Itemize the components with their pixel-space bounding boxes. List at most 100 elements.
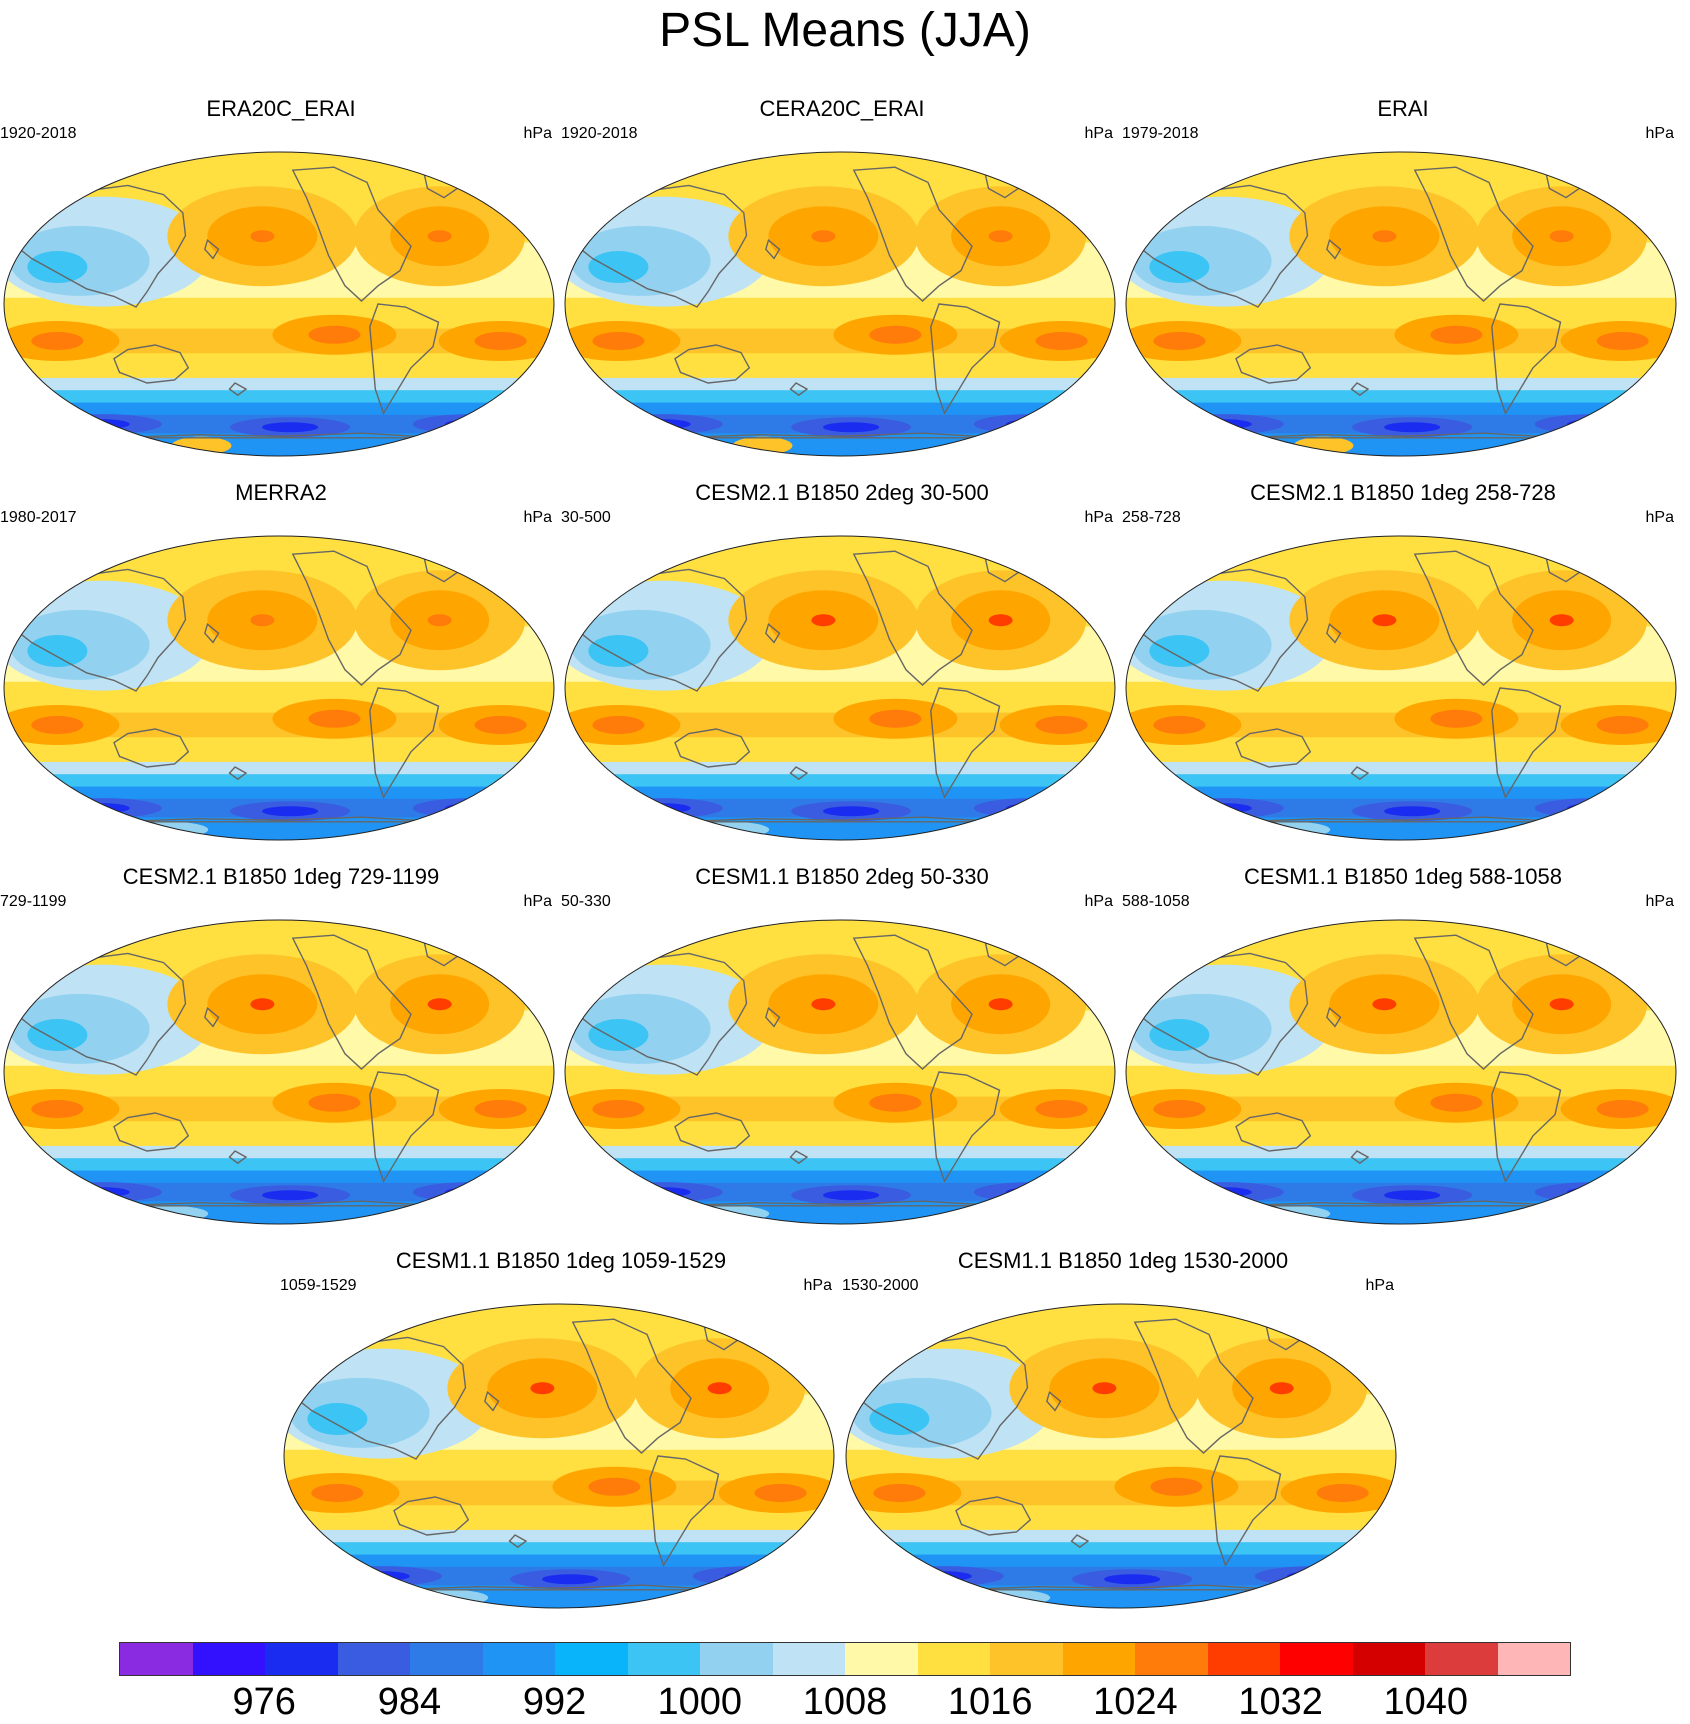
coastline <box>228 382 248 397</box>
low-pressure-cell <box>602 798 723 819</box>
coastline <box>930 1071 1001 1184</box>
coastline <box>789 1150 809 1165</box>
southern-high-core <box>474 1099 527 1118</box>
coastline <box>930 687 1001 800</box>
pressure-band <box>565 377 1115 391</box>
coastline <box>1491 303 1562 416</box>
coastline <box>291 1336 467 1460</box>
southern-high-core <box>1153 331 1206 350</box>
southern-high-core <box>869 709 922 728</box>
panel-period-label: 1920-2018 <box>0 125 77 142</box>
low-pressure-core <box>1005 803 1062 814</box>
panel-period-label: 1920-2018 <box>561 125 638 142</box>
panel-title: CESM1.1 B1850 1deg 1530-2000 <box>957 1248 1289 1273</box>
pressure-band <box>565 536 1115 566</box>
colorbar-swatch <box>555 1643 628 1675</box>
pressure-band <box>284 1554 834 1568</box>
coastline <box>1235 432 1567 439</box>
low-pressure-core <box>823 1190 880 1201</box>
map-panel: ERAI 1979-2018 hPa <box>1122 96 1684 460</box>
coastline <box>765 238 781 260</box>
pressure-band <box>1126 1145 1676 1159</box>
coastline <box>1133 184 1309 308</box>
low-pressure-cell <box>41 414 162 435</box>
high-pressure-core <box>427 998 452 1011</box>
pressure-band <box>1126 377 1676 391</box>
pressure-band <box>1126 761 1676 775</box>
southern-high-core <box>474 715 527 734</box>
coastline <box>955 1496 1032 1536</box>
pressure-band <box>565 737 1115 763</box>
coastline <box>1413 550 1534 686</box>
low-pressure-cell <box>883 1566 1004 1587</box>
panel-title: CESM1.1 B1850 2deg 50-330 <box>695 864 989 889</box>
colorbar-labels: 976 984 992 1000 1008 1016 1024 1032 1040 <box>0 1680 1690 1724</box>
pressure-band <box>846 1304 1396 1334</box>
colorbar-swatch <box>192 1643 265 1675</box>
pressure-band <box>4 1201 554 1224</box>
coastline <box>1326 622 1342 644</box>
coastline <box>393 1496 470 1536</box>
coastline <box>572 568 748 692</box>
southern-high-core <box>308 325 361 344</box>
low-pressure-core <box>1384 422 1441 433</box>
coastline <box>113 432 445 439</box>
pressure-band <box>1126 390 1676 403</box>
colorbar-swatch <box>265 1643 338 1675</box>
coastline <box>113 1200 445 1207</box>
low-pressure-core <box>1566 419 1623 430</box>
coastline <box>930 303 1001 416</box>
high-pressure-core <box>1549 614 1574 627</box>
high-pressure-core <box>1269 1382 1294 1395</box>
colorbar-swatch <box>337 1643 410 1675</box>
coastline <box>1326 1006 1342 1028</box>
southern-high-core <box>592 1099 645 1118</box>
colorbar-tick-label: 1032 <box>1238 1681 1323 1723</box>
pressure-band <box>1126 433 1676 456</box>
high-pressure-core <box>1549 230 1574 243</box>
coastline <box>11 952 187 1076</box>
colorbar-swatch <box>1062 1643 1135 1675</box>
panel-title: CESM1.1 B1850 1deg 588-1058 <box>1243 864 1562 889</box>
pressure-band <box>565 433 1115 456</box>
pressure-band <box>1126 152 1676 182</box>
pressure-band <box>565 786 1115 800</box>
colorbar-swatch <box>1497 1643 1570 1675</box>
pressure-band <box>565 1201 1115 1224</box>
low-pressure-core <box>262 806 319 817</box>
pressure-band <box>4 377 554 391</box>
colorbar-swatch <box>482 1643 555 1675</box>
colorbar-swatch <box>1207 1643 1280 1675</box>
coastline <box>571 1318 692 1454</box>
pressure-band <box>846 1554 1396 1568</box>
low-pressure-cell <box>1163 1182 1284 1203</box>
pressure-band <box>4 152 554 182</box>
coastline <box>369 687 440 800</box>
panel-period-label: 50-330 <box>561 893 611 910</box>
low-pressure-cell <box>321 1566 442 1587</box>
colorbar-swatch <box>917 1643 990 1675</box>
antarctic-patch <box>408 1589 489 1606</box>
coastline <box>789 766 809 781</box>
coastline <box>1235 1200 1567 1207</box>
pressure-band <box>846 1529 1396 1543</box>
pressure-band <box>565 1170 1115 1184</box>
asian-low-core <box>27 635 88 668</box>
pressure-band <box>4 1158 554 1171</box>
low-pressure-core <box>444 419 501 430</box>
coastline <box>852 934 973 1070</box>
southern-high-core <box>31 1099 84 1118</box>
colorbar-swatch <box>1352 1643 1425 1675</box>
panel-units-label: hPa <box>1645 893 1674 910</box>
high-pressure-core <box>1372 998 1397 1011</box>
high-pressure-core <box>988 230 1013 243</box>
antarctic-patch <box>689 1205 770 1222</box>
high-pressure-core <box>427 614 452 627</box>
coastline <box>204 622 220 644</box>
coastline <box>765 622 781 644</box>
coastline <box>1350 1150 1370 1165</box>
pressure-band <box>1126 536 1676 566</box>
colorbar-swatch <box>1425 1643 1498 1675</box>
map-panel: CESM1.1 B1850 1deg 1059-1529 1059-1529 hPa <box>280 1248 842 1612</box>
pressure-band <box>1126 1170 1676 1184</box>
